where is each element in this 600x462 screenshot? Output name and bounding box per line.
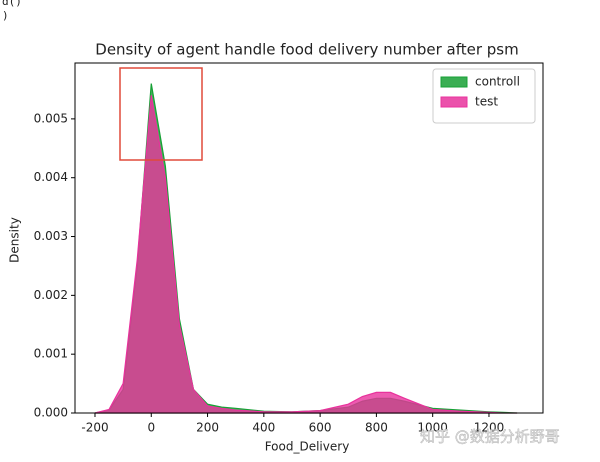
code-line: d() [2, 0, 22, 8]
x-tick-label: 400 [252, 421, 275, 435]
watermark: 知乎 @数据分析野哥 [420, 428, 560, 446]
density-area [94, 95, 518, 414]
y-tick-label: 0.005 [34, 111, 68, 125]
legend-label: controll [475, 75, 520, 89]
x-axis-label: Food_Delivery [265, 440, 350, 454]
x-tick-label: -200 [81, 421, 108, 435]
code-line: ) [2, 9, 9, 22]
x-tick-label: 800 [365, 421, 388, 435]
y-tick-label: 0.000 [34, 406, 68, 420]
chart-title: Density of agent handle food delivery nu… [95, 41, 518, 59]
y-tick-label: 0.001 [34, 347, 68, 361]
legend-swatch [440, 96, 468, 108]
legend-swatch [440, 76, 468, 88]
plot-area: -200 0 200 400 600 800 1000 1200 0.000 0.001 0.002… [34, 62, 544, 435]
y-tick-label: 0.003 [34, 229, 68, 243]
legend-label: test [475, 95, 498, 109]
x-tick-label: 0 [147, 421, 155, 435]
axes-frame [74, 62, 544, 414]
y-tick-label: 0.004 [34, 170, 68, 184]
y-tick-label: 0.002 [34, 288, 68, 302]
x-tick-label: 1200 [474, 421, 505, 435]
y-axis-label: Density [8, 217, 22, 263]
x-tick-label: 200 [196, 421, 219, 435]
x-tick-label: 1000 [417, 421, 448, 435]
highlight-box [119, 67, 203, 161]
x-tick-label: 600 [309, 421, 332, 435]
